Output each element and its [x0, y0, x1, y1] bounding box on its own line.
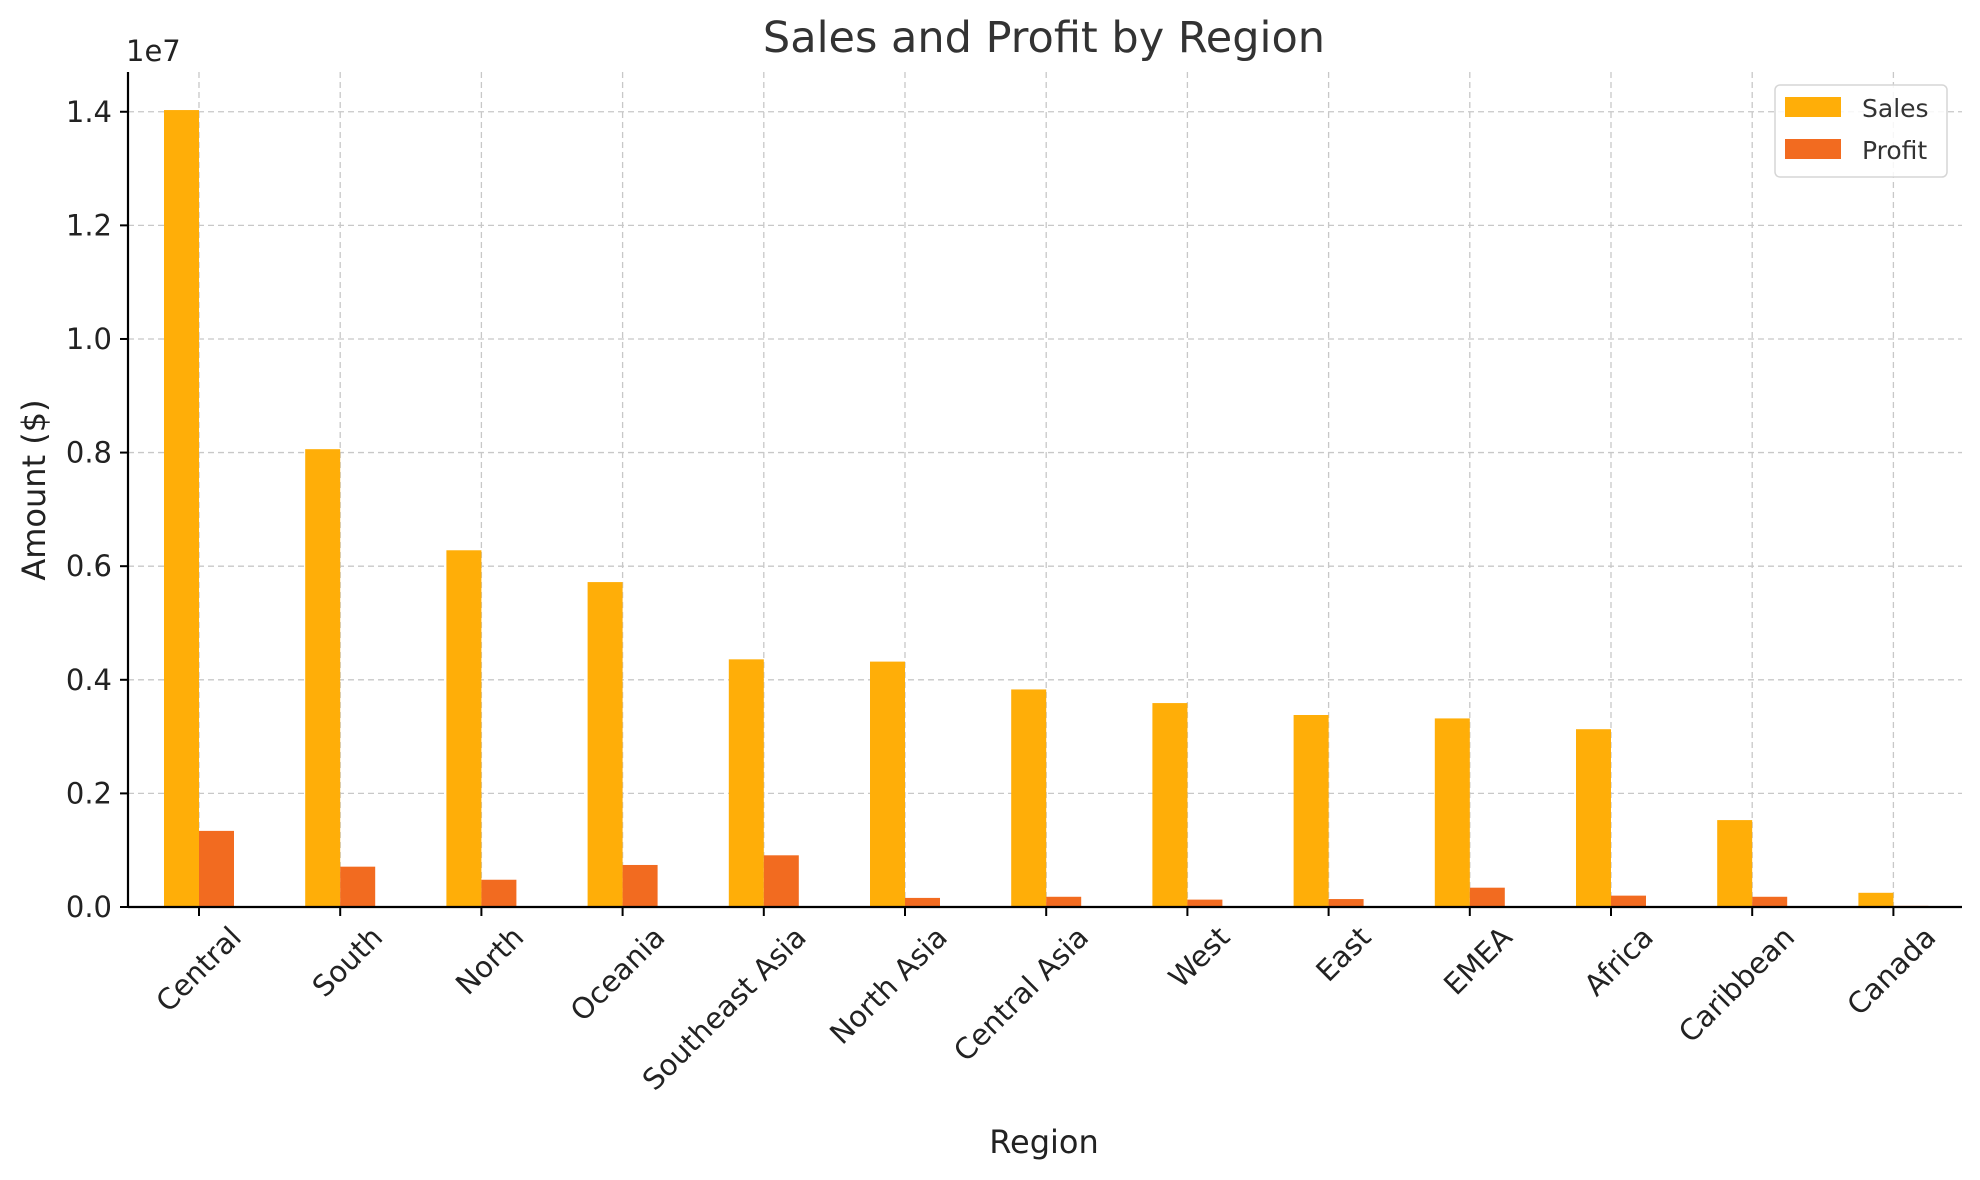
legend-label-profit: Profit — [1862, 136, 1927, 165]
y-tick-label: 1.0 — [66, 322, 112, 356]
x-tick-label: Canada — [1840, 920, 1942, 1022]
x-tick-label: East — [1309, 920, 1377, 988]
y-tick-label: 0.2 — [66, 776, 112, 810]
x-tick-label: Central — [149, 920, 248, 1019]
x-tick-label: West — [1162, 920, 1236, 994]
chart-title: Sales and Profit by Region — [763, 13, 1325, 63]
x-tick-label: North — [449, 920, 530, 1001]
y-tick-label: 0.6 — [66, 549, 112, 583]
bar-profit-africa — [1611, 895, 1646, 907]
bar-profit-central-asia — [1046, 896, 1082, 907]
bar-profit-emea — [1469, 887, 1505, 907]
bar-profit-central — [199, 830, 234, 907]
y-tick-label: 0.4 — [66, 663, 112, 697]
legend: Sales Profit — [1774, 84, 1948, 178]
legend-label-sales: Sales — [1862, 94, 1929, 123]
bar-sales-central — [164, 110, 199, 908]
x-tick-label: Oceania — [564, 920, 672, 1028]
bar-profit-north — [481, 879, 517, 907]
bar-profit-west — [1187, 899, 1223, 907]
legend-swatch-sales — [1785, 97, 1841, 117]
bar-sales-south — [305, 449, 341, 907]
x-tick-label: Caribbean — [1672, 920, 1801, 1049]
bar-profit-caribbean — [1752, 896, 1788, 907]
bar-profit-south — [340, 866, 376, 907]
x-tick-label: North Asia — [823, 920, 954, 1051]
bar-sales-canada — [1858, 892, 1894, 907]
bar-sales-caribbean — [1717, 820, 1753, 907]
bar-profit-southeast-asia — [763, 855, 799, 907]
legend-swatch-profit — [1785, 139, 1841, 159]
bar-sales-africa — [1576, 729, 1611, 907]
bar-profit-north-asia — [905, 897, 940, 907]
bar-sales-west — [1152, 703, 1188, 907]
bar-sales-emea — [1434, 718, 1470, 907]
bar-sales-southeast-asia — [728, 659, 764, 907]
x-tick-label: EMEA — [1437, 920, 1519, 1002]
bar-sales-central-asia — [1011, 689, 1047, 907]
x-tick-label: Africa — [1577, 920, 1660, 1003]
y-tick-label: 1.2 — [66, 208, 112, 242]
bar-sales-oceania — [587, 582, 623, 907]
bar-profit-east — [1328, 899, 1364, 907]
y-tick-label: 1.4 — [66, 95, 112, 129]
bar-sales-north — [446, 550, 482, 907]
x-axis-label: Region — [989, 1123, 1099, 1161]
x-tick-label: Central Asia — [947, 920, 1095, 1068]
x-tick-label: South — [306, 920, 390, 1004]
y-offset-label: 1e7 — [126, 34, 181, 68]
y-tick-label: 0.8 — [66, 436, 112, 470]
bar-sales-north-asia — [870, 661, 905, 907]
bars-layer — [164, 110, 1929, 908]
bar-profit-oceania — [622, 864, 658, 907]
y-axis-label: Amount ($) — [15, 399, 53, 580]
y-tick-label: 0.0 — [66, 890, 112, 924]
bar-sales-east — [1293, 715, 1329, 907]
